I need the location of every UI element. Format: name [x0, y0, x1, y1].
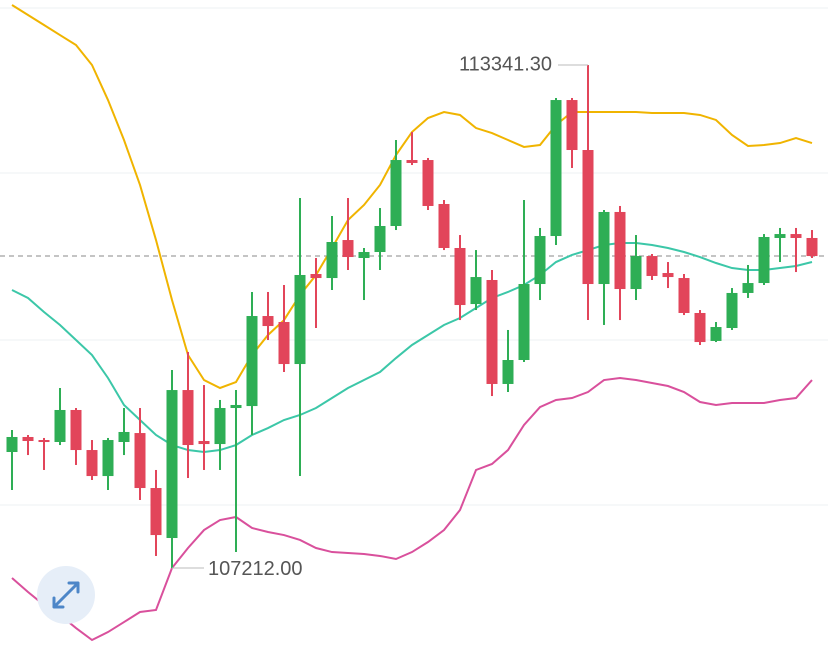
candle-body: [598, 211, 610, 285]
bands: [11, 4, 813, 642]
candle-body: [198, 441, 210, 445]
candle-body: [406, 160, 418, 163]
annotation-label: 113341.30: [459, 53, 552, 75]
candle-body: [6, 436, 18, 453]
candles: [6, 64, 818, 568]
candle-body: [422, 160, 434, 206]
candle-body: [758, 236, 770, 284]
candle-body: [134, 433, 146, 489]
candle-body: [662, 273, 674, 278]
candle-body: [390, 160, 402, 227]
annotations: 113341.30 107212.00: [172, 53, 588, 580]
candle-body: [630, 256, 642, 290]
candle-body: [86, 450, 98, 477]
candle-body: [182, 390, 194, 446]
candle-body: [486, 279, 498, 384]
candle-body: [694, 312, 706, 343]
candle-body: [710, 327, 722, 341]
candle-body: [566, 100, 578, 151]
candle-body: [294, 274, 306, 365]
band-line: [11, 376, 813, 642]
candle-body: [646, 256, 658, 276]
candle-body: [230, 404, 242, 409]
candle-body: [358, 252, 370, 259]
expand-button[interactable]: [37, 566, 95, 624]
candle-body: [246, 316, 258, 407]
candle-body: [150, 488, 162, 536]
grid: [0, 7, 828, 506]
candle-body: [38, 440, 50, 443]
candle-body: [102, 440, 114, 477]
candle-body: [534, 236, 546, 285]
candle-body: [374, 226, 386, 253]
band-line: [11, 4, 813, 390]
candle-body: [470, 277, 482, 305]
candle-body: [438, 204, 450, 248]
candle-body: [326, 242, 338, 279]
candle-body: [678, 278, 690, 313]
candle-body: [582, 150, 594, 285]
candle-body: [502, 360, 514, 384]
candle-body: [806, 237, 818, 257]
candle-body: [518, 284, 530, 361]
expand-icon[interactable]: [52, 581, 80, 609]
candle-body: [726, 292, 738, 329]
candle-body: [54, 409, 66, 442]
candle-body: [310, 274, 322, 279]
candle-body: [278, 322, 290, 365]
candle-body: [214, 408, 226, 445]
candle-body: [262, 316, 274, 327]
candle-body: [774, 234, 786, 238]
candle-body: [166, 390, 178, 539]
band-line: [11, 241, 813, 454]
candle-body: [742, 283, 754, 293]
candle-body: [614, 211, 626, 290]
candle-body: [550, 100, 562, 237]
candle-body: [790, 234, 802, 238]
candle-body: [454, 247, 466, 306]
annotation-label: 107212.00: [208, 558, 303, 580]
candle-body: [342, 240, 354, 258]
candle-body: [70, 409, 82, 451]
candle-body: [22, 436, 34, 442]
candle-body: [118, 431, 130, 442]
